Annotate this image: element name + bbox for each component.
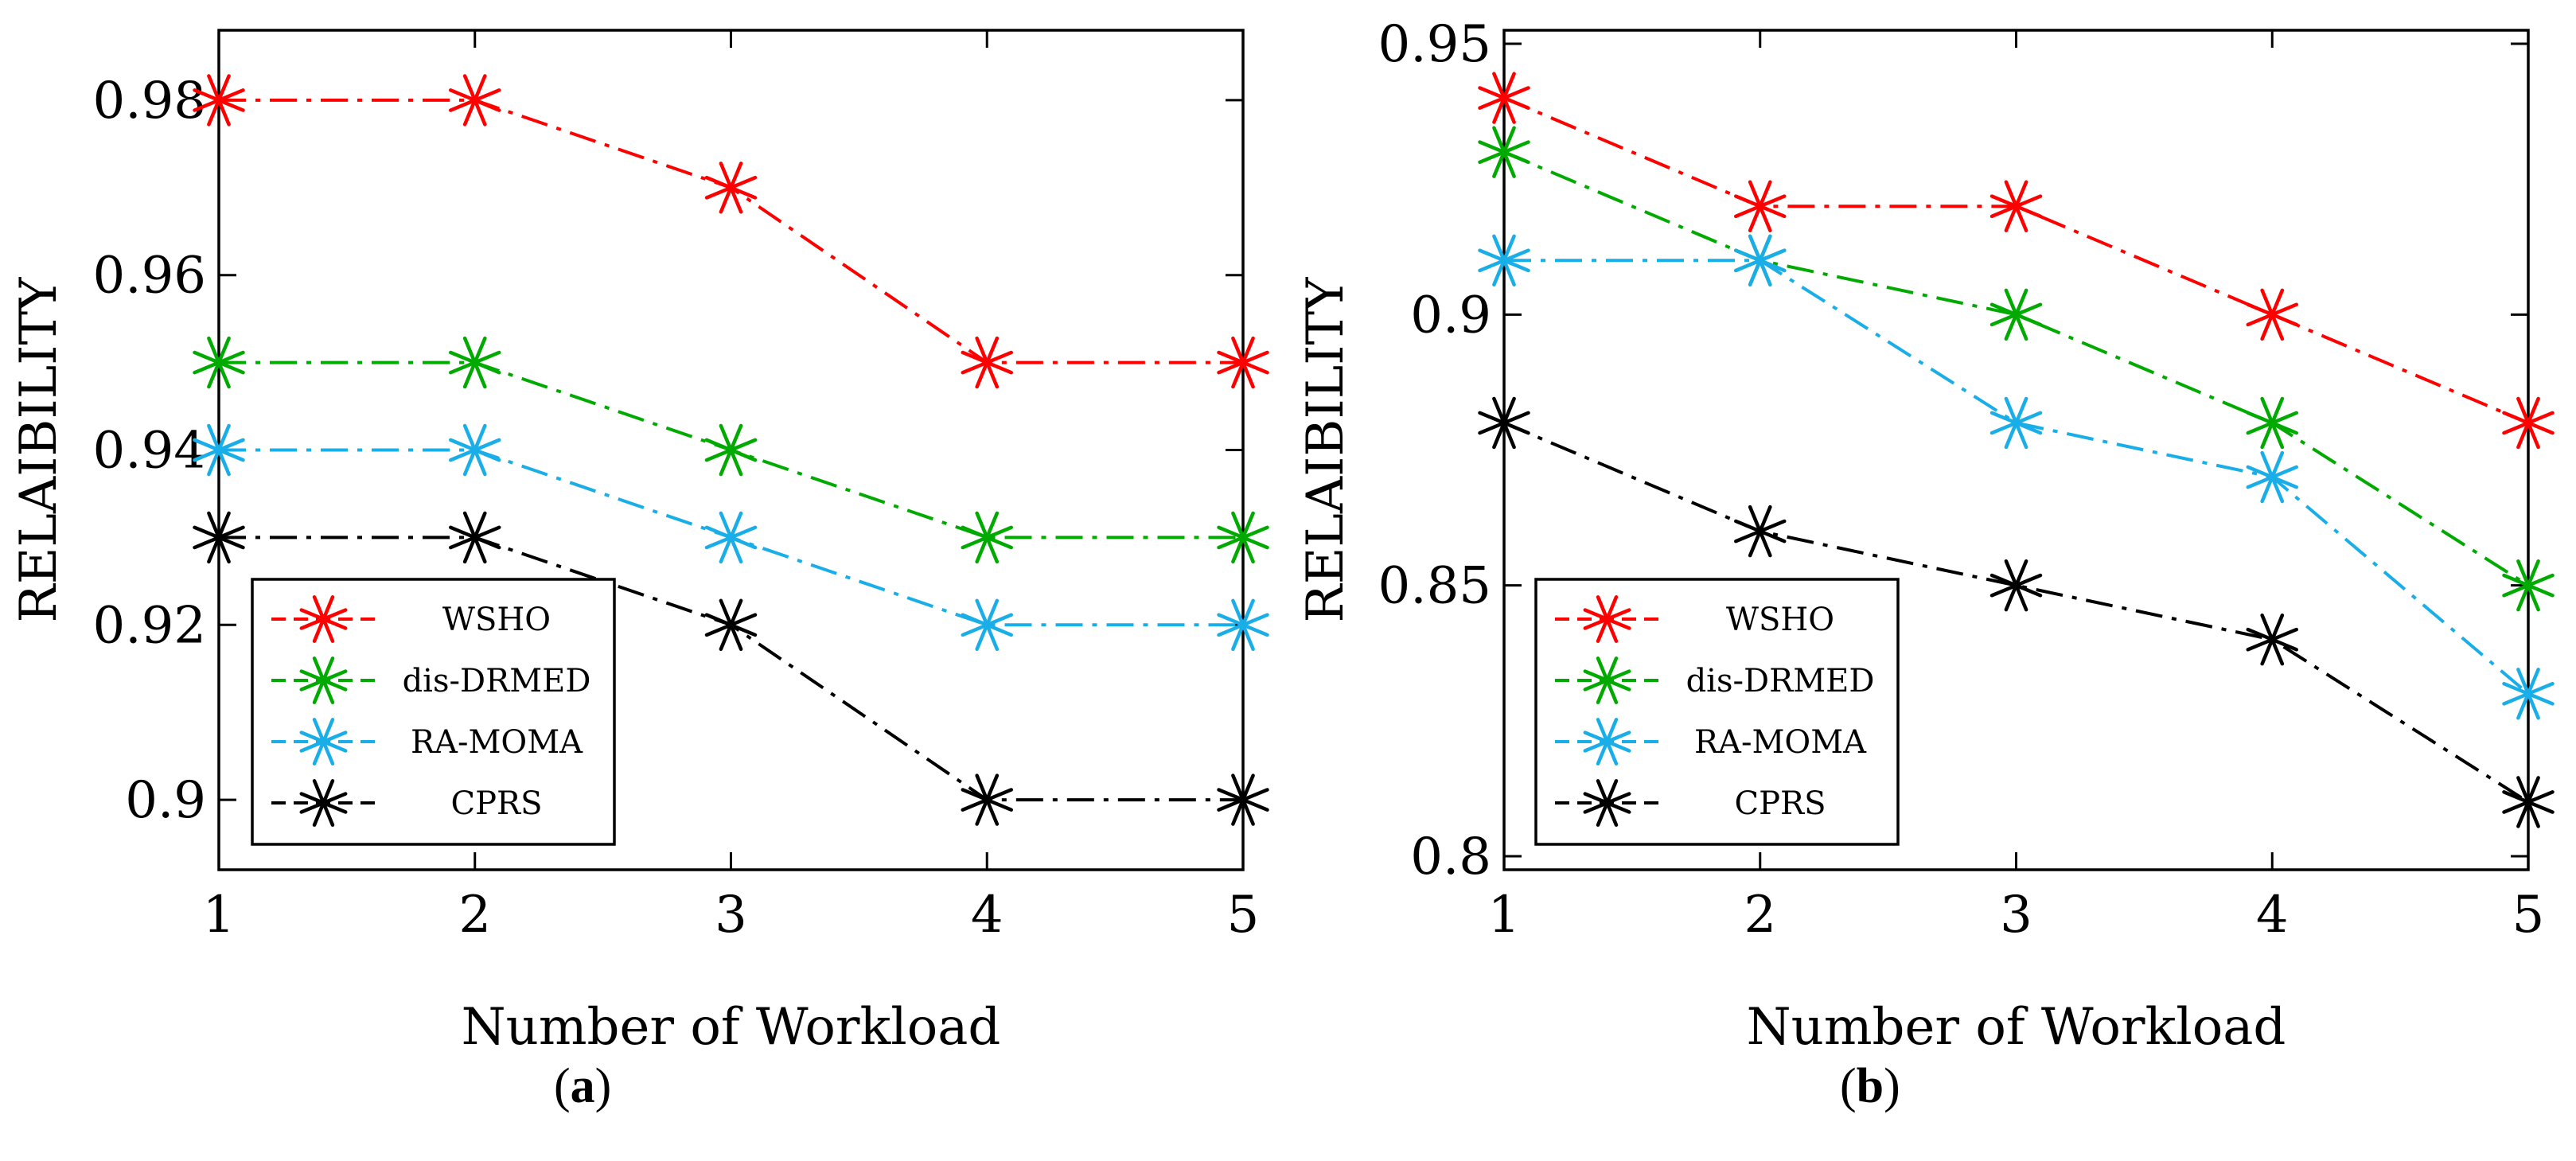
chart-a: 0.9 0.92 0.94 0.96 0.98 1 2 3 4 5 Number of Worklo… [10,29,1269,1057]
legend-label: CPRS [1734,785,1826,822]
data-point-dis-drmed [704,423,758,477]
legend-marker [299,718,348,766]
data-point-ra-moma [704,511,758,564]
legend-marker [299,779,348,827]
legend-marker [1583,595,1631,643]
legend-marker [299,595,348,643]
data-point-cprs [1478,396,1530,450]
x-tick-label: 2 [458,886,491,945]
panel-label-a: (a) [554,1059,612,1113]
chart-b: 0.8 0.85 0.9 0.95 1 2 3 4 5 Number of Workload REL… [1296,15,2555,1057]
data-point-ra-moma [1989,396,2043,450]
data-point-ra-moma [2246,450,2298,504]
x-axis-label: Number of Workload [1747,998,2286,1057]
x-tick-label: 1 [203,886,236,945]
y-tick-label: 0.85 [1378,557,1492,616]
legend-label: CPRS [450,785,542,822]
legend-label: WSHO [1726,602,1834,638]
y-tick-label: 0.9 [125,771,206,830]
data-point-ra-moma [2502,668,2555,720]
data-point-dis-drmed [1989,288,2043,341]
legend-marker [1583,656,1631,704]
legend-marker [299,656,348,704]
data-point-cprs [2502,776,2555,828]
series-line-dis-drmed [1503,150,2530,587]
legend-marker [1583,718,1631,766]
y-tick-label: 0.9 [1410,286,1491,345]
x-tick-label: 4 [2256,886,2289,945]
data-point-cprs [1989,559,2043,612]
series-line-ra-moma [1504,259,2530,695]
data-point-wsho [961,336,1013,389]
data-point-cprs [704,598,758,652]
data-point-dis-drmed [1217,511,1269,564]
x-tick-label: 3 [2000,886,2032,945]
x-tick-label: 4 [971,886,1004,945]
data-point-cprs [449,511,501,564]
legend: WSHO dis-DRMED RA-MOMA CPRS [251,578,616,846]
x-tick-label: 3 [715,886,747,945]
y-tick-label: 0.94 [93,422,207,481]
legend-label: dis-DRMED [403,663,591,699]
data-point-cprs [1217,773,1269,826]
data-point-dis-drmed [2246,396,2298,450]
x-tick-label: 2 [1744,886,1776,945]
series-line-cprs [1503,421,2530,804]
x-tick-label: 1 [1488,886,1521,945]
data-point-ra-moma [1478,234,1530,287]
legend-marker [1583,779,1631,827]
data-point-ra-moma [1217,598,1269,652]
legend-label: WSHO [442,602,551,638]
legend: WSHO dis-DRMED RA-MOMA CPRS [1534,578,1900,846]
data-point-cprs [1734,505,1787,558]
data-point-ra-moma [449,423,501,477]
data-point-cprs [2246,613,2298,666]
data-point-ra-moma [961,598,1013,652]
data-point-wsho [1989,180,2043,232]
data-point-wsho [2246,288,2298,341]
data-point-ra-moma [1734,234,1787,287]
y-tick-label: 0.92 [93,596,207,655]
y-axis-label: RELAIBILITY [10,277,68,623]
data-point-dis-drmed [193,336,245,389]
series-line-wsho [219,98,1243,364]
data-point-wsho [704,162,758,214]
data-point-cprs [961,773,1013,826]
data-point-ra-moma [193,423,245,477]
data-point-dis-drmed [449,336,501,389]
x-tick-label: 5 [2512,886,2545,945]
data-point-cprs [193,511,245,564]
panel-label-b: (b) [1840,1059,1900,1113]
legend-label: RA-MOMA [411,724,583,761]
x-tick-label: 5 [1227,886,1260,945]
y-tick-label: 0.95 [1378,15,1492,74]
data-point-dis-drmed [2502,559,2555,612]
x-axis-label: Number of Workload [462,998,1001,1057]
data-point-wsho [2502,396,2555,450]
data-point-dis-drmed [961,511,1013,564]
y-axis-label: RELAIBILITY [1296,277,1355,623]
data-point-wsho [1734,180,1787,232]
data-point-wsho [449,74,501,127]
data-point-wsho [1217,336,1269,389]
y-tick-label: 0.96 [93,247,207,306]
data-point-wsho [193,74,245,127]
data-point-dis-drmed [1478,126,1530,178]
data-point-wsho [1478,72,1530,124]
y-tick-label: 0.8 [1410,828,1491,886]
legend-label: dis-DRMED [1686,663,1875,699]
y-tick-label: 0.98 [93,72,207,131]
legend-label: RA-MOMA [1694,724,1867,761]
